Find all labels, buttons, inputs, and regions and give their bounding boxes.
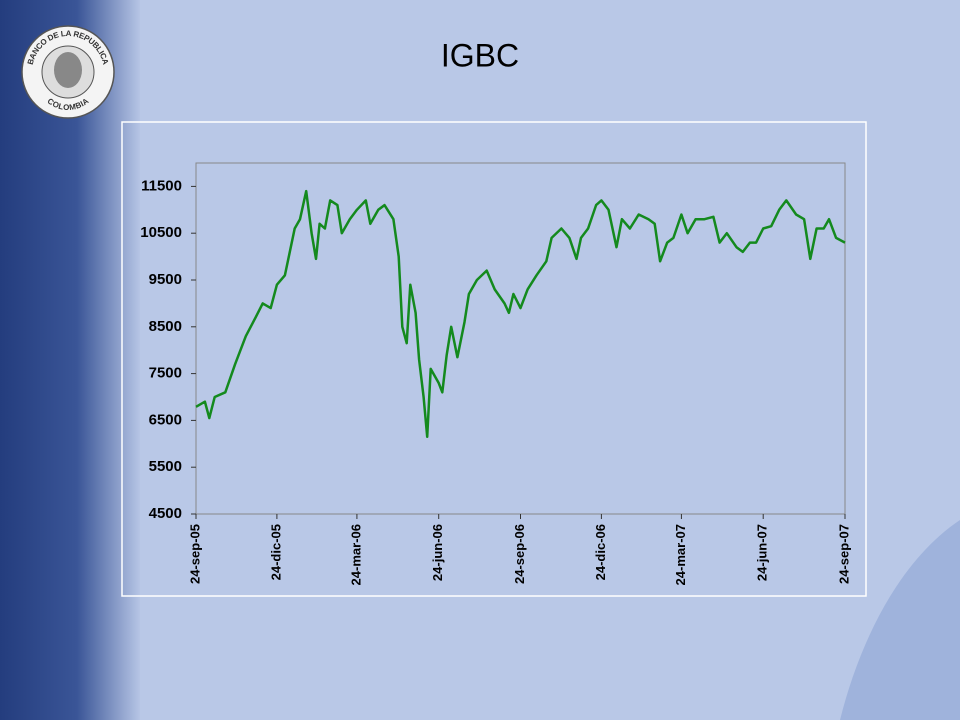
- x-tick-label: 24-sep-06: [512, 524, 527, 584]
- side-band: [0, 0, 140, 720]
- chart-frame: [121, 121, 867, 597]
- x-tick-label: 24-dic-05: [268, 524, 283, 580]
- series-line: [195, 189, 846, 439]
- x-tick-label: 24-mar-07: [673, 524, 688, 585]
- x-tick-label: 24-jun-06: [430, 524, 445, 581]
- x-tick-label: 24-sep-05: [187, 524, 202, 584]
- corner-swoosh: [840, 520, 960, 720]
- y-tick-label: 5500: [149, 458, 182, 475]
- logo: BANCO DE LA REPUBLICA COLOMBIA: [21, 25, 115, 119]
- y-tick-label: 4500: [149, 505, 182, 522]
- x-tick-label: 24-mar-06: [348, 524, 363, 585]
- x-tick-label: 24-sep-07: [836, 524, 851, 584]
- y-tick-label: 11500: [141, 177, 182, 194]
- logo-head: [54, 52, 82, 88]
- x-tick-label: 24-jun-07: [755, 524, 770, 581]
- y-tick-label: 9500: [149, 271, 182, 288]
- chart-title: IGBC: [441, 37, 519, 73]
- y-tick-label: 6500: [149, 411, 182, 428]
- y-tick-label: 8500: [149, 318, 182, 335]
- x-tick-label: 24-dic-06: [593, 524, 608, 580]
- y-tick-label: 7500: [149, 365, 182, 382]
- y-tick-label: 10500: [140, 224, 182, 241]
